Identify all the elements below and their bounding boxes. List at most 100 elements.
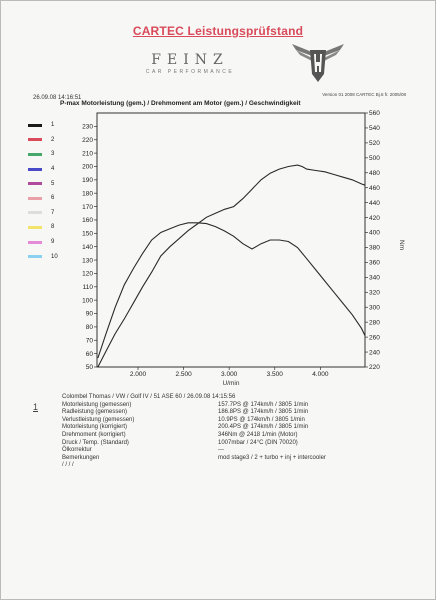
- y-axis-right-unit: Nm: [398, 240, 405, 250]
- info-value: ---: [218, 447, 224, 454]
- info-row: Motorleistung (korrigiert) 200.4PS @ 174k…: [62, 424, 392, 432]
- y-left-tick-label: 60: [86, 351, 94, 358]
- legend-label: 9: [51, 239, 55, 246]
- info-label: Ölkorrektur: [62, 447, 92, 454]
- info-value: 200.4PS @ 174km/h / 3805 1/min: [218, 424, 309, 431]
- legend-label: 3: [51, 151, 55, 158]
- info-row: Druck / Temp. (Standard) 1007mbar / 24°C …: [62, 440, 392, 448]
- info-label: Motorleistung (gemessen): [62, 401, 132, 408]
- info-label: / / / /: [62, 462, 74, 469]
- chart-title: P-max Motorleistung (gem.) / Drehmoment …: [60, 100, 301, 107]
- legend-item: 2: [28, 133, 68, 148]
- y-left-tick-label: 210: [82, 150, 93, 157]
- y-right-tick-label: 280: [369, 319, 380, 326]
- winged-h-logo-icon: [292, 44, 344, 82]
- info-label: Motorleistung (korrigiert): [62, 424, 128, 431]
- x-axis-label: U/min: [223, 380, 240, 387]
- info-row: Bemerkungen mod stage3 / 2 + turbo + inj …: [62, 455, 392, 463]
- run-number: 1: [33, 402, 39, 412]
- y-left-tick-label: 70: [86, 337, 94, 344]
- info-table: Colombel Thomas / VW / Golf IV / 51 ASE …: [62, 394, 392, 470]
- brand-name: FEINZ: [151, 52, 229, 68]
- info-value: 1007mbar / 24°C (DIN 70020): [218, 439, 298, 446]
- info-label: Radleistung (gemessen): [62, 409, 128, 416]
- torque-curve: [97, 222, 366, 359]
- y-right-tick-label: 560: [369, 110, 380, 117]
- legend-swatch: [28, 255, 42, 259]
- x-tick-label: 2.500: [175, 371, 192, 378]
- brand-block: FEINZ CAR PERFORMANCE: [110, 52, 270, 75]
- y-left-tick-label: 220: [82, 137, 93, 144]
- y-left-tick-label: 200: [82, 164, 93, 171]
- x-tick-label: 3.500: [267, 371, 284, 378]
- x-tick-label: 2.000: [130, 371, 147, 378]
- y-right-tick-label: 480: [369, 170, 380, 177]
- y-right-tick-label: 420: [369, 215, 380, 222]
- info-label: Druck / Temp. (Standard): [62, 439, 129, 446]
- y-right-tick-label: 520: [369, 140, 380, 147]
- info-value: 157.7PS @ 174km/h / 3805 1/min: [218, 401, 309, 408]
- y-left-tick-label: 130: [82, 257, 93, 264]
- y-right-tick-label: 340: [369, 275, 380, 282]
- legend-swatch: [28, 240, 42, 244]
- legend-swatch: [28, 138, 42, 142]
- y-right-tick-label: 540: [369, 125, 380, 132]
- brand-subtitle: CAR PERFORMANCE: [145, 69, 235, 75]
- legend-item: 1: [28, 118, 68, 133]
- y-left-tick-label: 110: [83, 284, 94, 291]
- y-right-tick-label: 360: [369, 260, 380, 267]
- y-right-tick-label: 400: [369, 230, 380, 237]
- legend-item: 7: [28, 206, 68, 221]
- info-value: mod stage3 / 2 + turbo + inj + intercool…: [218, 454, 326, 461]
- legend: 1 2 3 4 5 6 7 8 9 10: [28, 118, 68, 264]
- power-curve: [97, 164, 366, 368]
- info-label: Bemerkungen: [62, 454, 100, 461]
- x-tick-label: 3.000: [221, 371, 238, 378]
- info-label: Drehmoment (korrigiert): [62, 431, 126, 438]
- info-row: Drehmoment (korrigiert) 346Nm @ 2418 1/mi…: [62, 432, 392, 440]
- legend-swatch: [28, 196, 42, 200]
- y-right-tick-label: 460: [369, 185, 380, 192]
- legend-label: 6: [51, 195, 55, 202]
- legend-item: 9: [28, 235, 68, 250]
- legend-item: 4: [28, 162, 68, 177]
- info-row: Colombel Thomas / VW / Golf IV / 51 ASE …: [62, 394, 392, 402]
- info-value: 186.8PS @ 174km/h / 3805 1/min: [218, 409, 309, 416]
- legend-item: 10: [28, 249, 68, 264]
- legend-swatch: [28, 152, 42, 156]
- y-right-tick-label: 300: [369, 304, 380, 311]
- info-row: Ölkorrektur ---: [62, 447, 392, 455]
- y-left-tick-label: 120: [82, 271, 93, 278]
- y-right-tick-label: 240: [369, 349, 380, 356]
- y-left-tick-label: 170: [82, 204, 93, 211]
- y-left-tick-label: 190: [82, 177, 93, 184]
- info-label: Colombel Thomas / VW / Golf IV / 51 ASE …: [62, 394, 236, 400]
- y-left-tick-label: 50: [86, 364, 94, 371]
- legend-item: 5: [28, 176, 68, 191]
- legend-item: 8: [28, 220, 68, 235]
- legend-label: 5: [51, 180, 55, 187]
- legend-swatch: [28, 167, 42, 171]
- x-tick-label: 4.000: [312, 371, 329, 378]
- y-right-tick-label: 260: [369, 334, 380, 341]
- legend-swatch: [28, 211, 42, 215]
- series-layer: [97, 164, 366, 368]
- x-axis: 2.000 2.500 3.000 3.500 4.000: [130, 367, 329, 378]
- y-left-tick-label: 160: [82, 217, 93, 224]
- info-row: Verlustleistung (gemessen) 10.9PS @ 174km…: [62, 417, 392, 425]
- y-axis-left: 50 60 70 80 90 100 110 120 130 140 150 160 170 180 190…: [82, 124, 97, 371]
- y-left-tick-label: 80: [86, 324, 94, 331]
- legend-swatch: [28, 123, 42, 127]
- y-left-tick-label: 230: [82, 124, 93, 131]
- info-row: / / / /: [62, 462, 392, 470]
- legend-label: 2: [51, 136, 55, 143]
- legend-label: 1: [51, 122, 55, 129]
- legend-label: 8: [51, 224, 55, 231]
- y-right-tick-label: 440: [369, 200, 380, 207]
- legend-label: 4: [51, 166, 55, 173]
- y-left-tick-label: 140: [82, 244, 93, 251]
- legend-label: 7: [51, 209, 55, 216]
- y-left-tick-label: 150: [82, 231, 93, 238]
- y-axis-right: 220 240 260 280 300 320 340 360 380 400 420 440 460 4…: [365, 110, 380, 371]
